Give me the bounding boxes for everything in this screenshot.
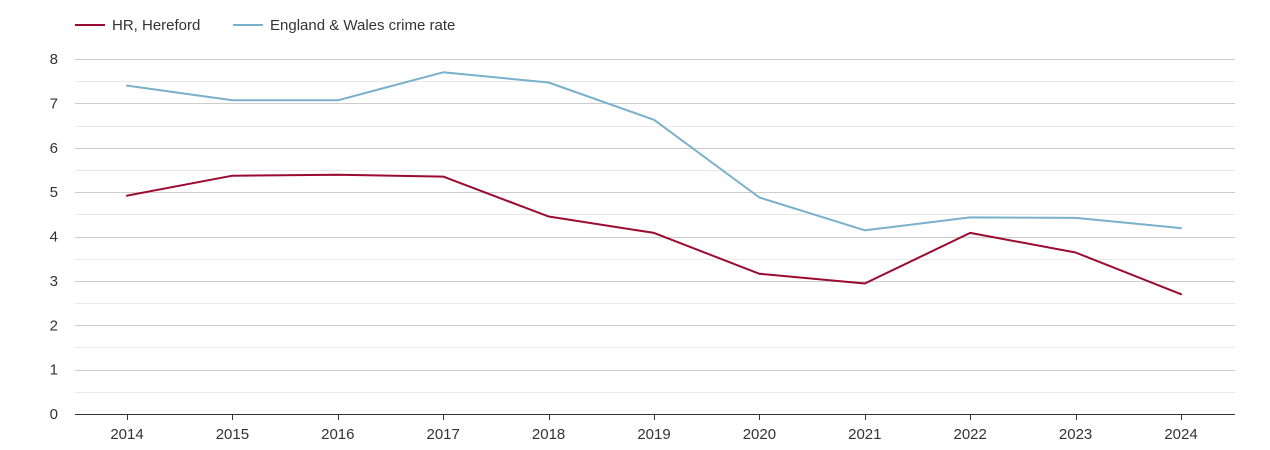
- y-tick-label: 0: [50, 406, 58, 423]
- data-point[interactable]: [968, 230, 973, 235]
- x-tick-label: 2021: [848, 426, 881, 443]
- y-tick-label: 5: [50, 184, 58, 201]
- data-point[interactable]: [546, 214, 551, 219]
- data-point[interactable]: [230, 98, 235, 103]
- x-tick-label: 2014: [110, 426, 143, 443]
- data-point[interactable]: [652, 230, 657, 235]
- data-point[interactable]: [1179, 226, 1184, 231]
- x-tick-label: 2022: [954, 426, 987, 443]
- data-point[interactable]: [335, 98, 340, 103]
- data-point[interactable]: [1179, 292, 1184, 297]
- data-point[interactable]: [968, 215, 973, 220]
- y-tick-label: 6: [50, 140, 58, 157]
- data-point[interactable]: [441, 174, 446, 179]
- x-tick-label: 2018: [532, 426, 565, 443]
- data-point[interactable]: [1073, 215, 1078, 220]
- x-tick-label: 2017: [427, 426, 460, 443]
- data-point[interactable]: [546, 80, 551, 85]
- data-point[interactable]: [862, 228, 867, 233]
- legend-item-1[interactable]: England & Wales crime rate: [233, 17, 455, 34]
- y-axis: 0 1 2 3 4 5 6 7 8: [50, 51, 58, 423]
- chart-gridlines: [75, 59, 1235, 393]
- y-tick-label: 3: [50, 273, 58, 290]
- chart-legend: HR, Hereford England & Wales crime rate: [75, 17, 455, 34]
- x-axis: 2014 2015 2016 2017 2018 2019 2020 2021 2022 2023…: [75, 414, 1235, 443]
- y-tick-label: 7: [50, 95, 58, 112]
- data-point[interactable]: [335, 172, 340, 177]
- data-point[interactable]: [125, 83, 130, 88]
- x-tick-label: 2016: [321, 426, 354, 443]
- x-tick-label: 2019: [637, 426, 670, 443]
- data-point[interactable]: [757, 271, 762, 276]
- y-tick-label: 4: [50, 229, 58, 246]
- series-line-1: [126, 71, 1182, 232]
- data-point[interactable]: [441, 70, 446, 75]
- x-tick-label: 2020: [743, 426, 776, 443]
- series-line-0: [126, 173, 1182, 296]
- data-point[interactable]: [1073, 250, 1078, 255]
- y-tick-label: 8: [50, 51, 58, 68]
- legend-label: HR, Hereford: [112, 17, 200, 34]
- data-point[interactable]: [125, 193, 130, 198]
- x-tick-label: 2024: [1164, 426, 1197, 443]
- data-point[interactable]: [757, 195, 762, 200]
- x-tick-label: 2015: [216, 426, 249, 443]
- data-point[interactable]: [230, 173, 235, 178]
- chart-series: [125, 70, 1184, 297]
- legend-item-0[interactable]: HR, Hereford: [75, 17, 200, 34]
- x-tick-label: 2023: [1059, 426, 1092, 443]
- data-point[interactable]: [862, 281, 867, 286]
- y-tick-label: 1: [50, 362, 58, 379]
- legend-label: England & Wales crime rate: [270, 17, 455, 34]
- y-tick-label: 2: [50, 317, 58, 334]
- data-point[interactable]: [652, 117, 657, 122]
